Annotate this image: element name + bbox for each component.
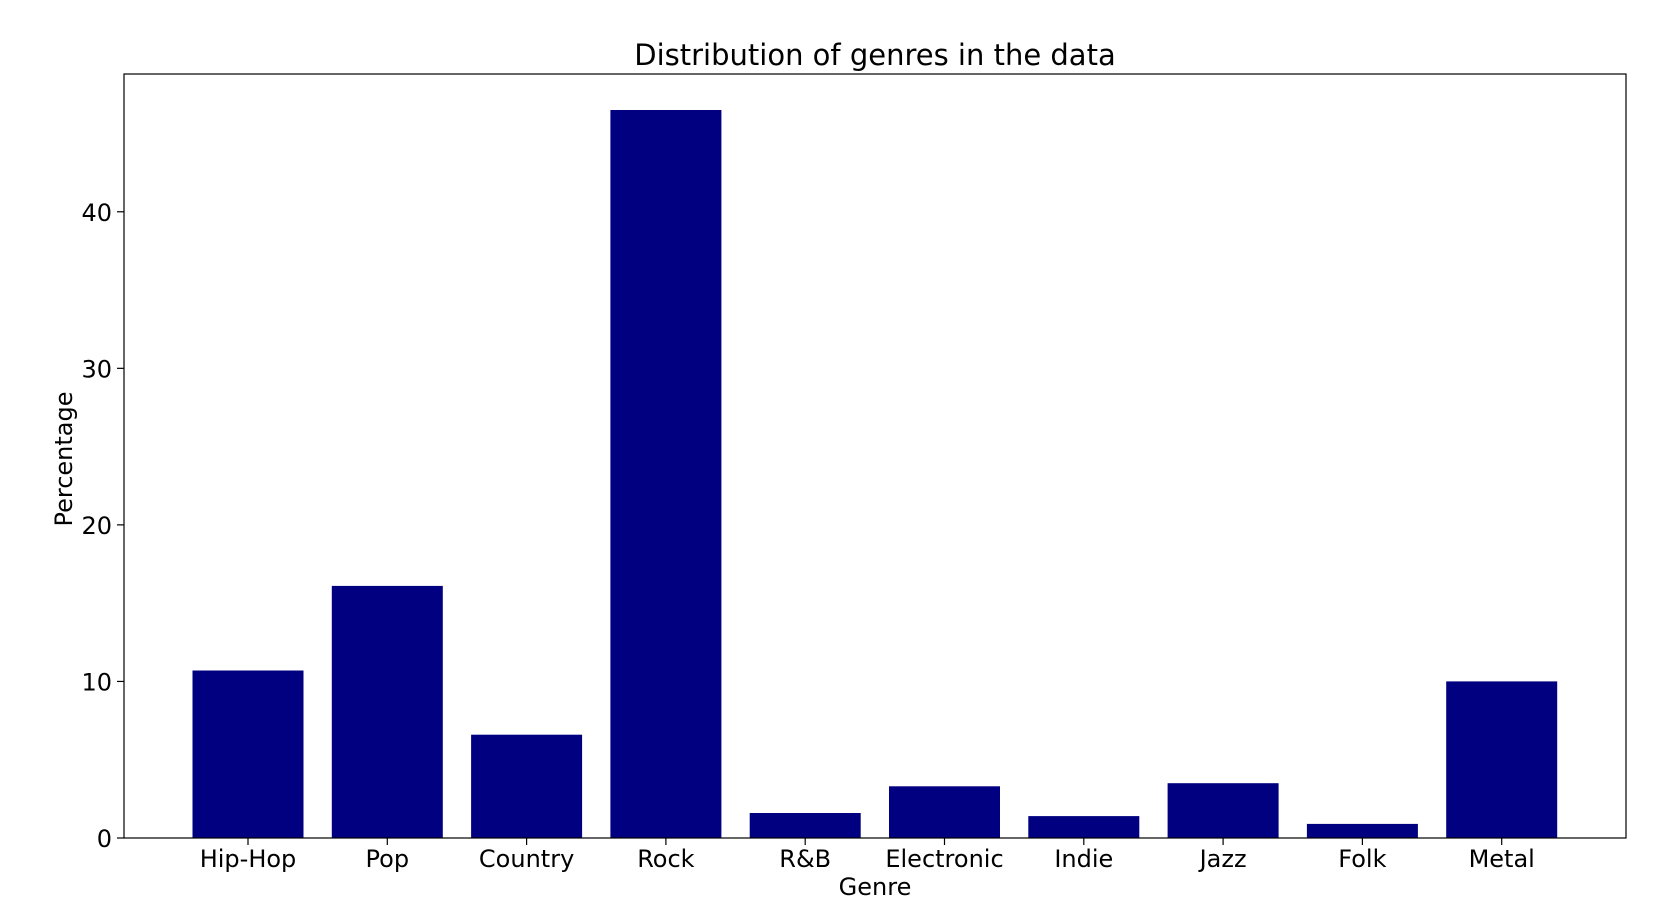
x-tick-label: Jazz [1198, 845, 1247, 873]
x-tick-label: Country [479, 845, 574, 873]
x-tick-label: Rock [637, 845, 694, 873]
x-tick-label: Folk [1338, 845, 1386, 873]
bar-jazz [1167, 783, 1279, 838]
y-tick-label: 0 [97, 825, 112, 853]
bar-indie [1028, 816, 1140, 838]
x-tick-label: Electronic [885, 845, 1003, 873]
bar-electronic [889, 786, 1000, 838]
x-tick-label: Hip-Hop [200, 845, 297, 873]
bar-country [471, 734, 583, 838]
bar-rock [610, 110, 722, 838]
bar-pop [331, 585, 443, 838]
y-tick-label: 20 [81, 512, 112, 540]
y-tick-label: 40 [81, 199, 112, 227]
x-axis-label: Genre [839, 873, 912, 901]
x-axis-ticks: Hip-Hop Pop Country Rock R&B Electronic Indie J… [200, 838, 1535, 873]
y-tick-label: 30 [81, 355, 112, 383]
x-tick-label: Metal [1469, 845, 1535, 873]
bar-hip-hop [192, 670, 304, 838]
x-tick-label: Indie [1054, 845, 1113, 873]
x-tick-label: R&B [779, 845, 831, 873]
chart-title: Distribution of genres in the data [634, 38, 1115, 72]
y-axis-ticks: 0 10 20 30 40 [81, 199, 124, 853]
bars-layer [192, 110, 1558, 838]
bar-metal [1446, 681, 1558, 838]
bar-folk [1306, 823, 1418, 838]
plot-area-frame [123, 73, 1627, 839]
bar-r-b [749, 813, 861, 838]
x-tick-label: Pop [366, 845, 410, 873]
y-axis-label: Percentage [50, 391, 78, 526]
y-tick-label: 10 [81, 668, 112, 696]
